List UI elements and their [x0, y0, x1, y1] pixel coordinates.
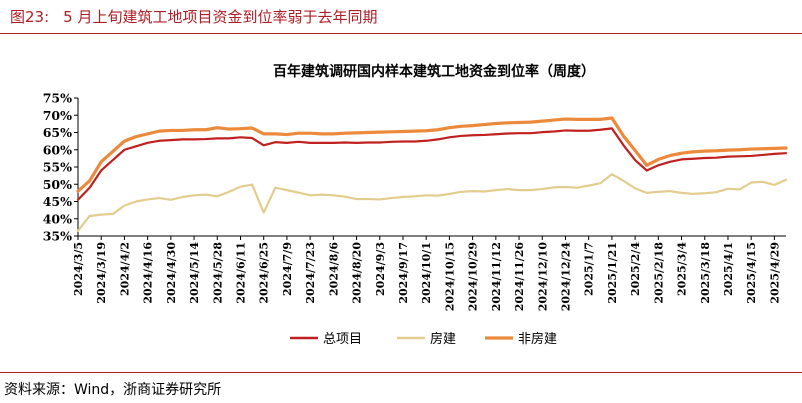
x-tick-label: 2024/8/20	[351, 242, 364, 304]
x-tick-label: 2024/9/3	[374, 242, 387, 296]
series-line-3	[76, 116, 788, 193]
x-tick-label: 2025/4/29	[768, 242, 781, 304]
y-tick-label: 35%	[43, 229, 72, 244]
x-tick-label: 2024/12/10	[536, 242, 549, 312]
series-lines	[76, 116, 788, 232]
legend: 总项目 房建 非房建	[290, 331, 557, 347]
x-tick-label: 2024/8/6	[327, 242, 340, 296]
source-note: 资料来源：Wind，浙商证券研究所	[4, 382, 222, 398]
x-tick-label: 2024/5/14	[188, 242, 201, 304]
x-tick-label: 2025/3/4	[676, 242, 689, 296]
x-tick-label: 2025/1/7	[583, 242, 596, 296]
y-tick-label: 60%	[43, 142, 72, 157]
figure-label: 图23:	[10, 8, 50, 26]
x-tick-label: 2025/1/21	[606, 242, 619, 304]
x-tick-label: 2024/12/24	[559, 242, 572, 312]
x-tick-label: 2024/9/17	[397, 242, 410, 304]
series-line-2	[76, 173, 788, 232]
figure-title-text: 5 月上旬建筑工地项目资金到位率弱于去年同期	[63, 8, 378, 26]
axes: 35% 40% 45% 50% 55% 60% 65% 70% 75% 2024/3/5 2024/…	[43, 91, 786, 312]
chart: 百年建筑调研国内样本建筑工地资金到位率（周度） 35% 40% 45% 50% 55% 6…	[43, 63, 788, 347]
top-rule	[0, 33, 802, 34]
x-tick-label: 2024/6/25	[258, 242, 271, 304]
figure-title: 图23: 5 月上旬建筑工地项目资金到位率弱于去年同期	[8, 6, 377, 27]
y-tick-label: 50%	[43, 177, 72, 192]
x-tick-label: 2024/10/1	[420, 242, 433, 304]
y-tick-label: 45%	[43, 194, 72, 209]
x-tick-label: 2025/4/15	[745, 242, 758, 304]
x-tick-label: 2025/3/18	[699, 242, 712, 304]
x-tick-label: 2024/11/26	[513, 242, 526, 312]
legend-label-2: 房建	[430, 331, 456, 347]
x-tick-label: 2025/2/4	[629, 242, 642, 296]
x-tick-label: 2025/4/1	[722, 242, 735, 296]
y-tick-label: 40%	[43, 211, 72, 226]
x-tick-label: 2024/7/9	[281, 242, 294, 296]
y-tick-label: 70%	[43, 108, 72, 123]
y-tick-label: 55%	[43, 160, 72, 175]
legend-label-3: 非房建	[518, 331, 557, 347]
x-tick-label: 2024/4/30	[165, 242, 178, 304]
x-tick-label: 2024/10/15	[443, 242, 456, 311]
x-tick-label: 2025/2/18	[652, 242, 665, 304]
x-tick-label: 2024/3/19	[95, 242, 108, 304]
y-tick-label: 65%	[43, 125, 72, 140]
x-tick-label: 2024/10/29	[467, 242, 480, 311]
y-tick-label: 75%	[43, 91, 72, 106]
x-tick-label: 2024/4/16	[142, 242, 155, 304]
x-tick-label: 2024/5/28	[211, 242, 224, 304]
x-tick-label: 2024/6/11	[234, 242, 247, 304]
bottom-rule	[0, 372, 802, 373]
x-tick-label: 2024/3/5	[72, 242, 85, 296]
series-line-1	[76, 127, 788, 201]
x-tick-label: 2024/4/2	[118, 242, 131, 296]
x-tick-label: 2024/11/12	[490, 242, 503, 311]
x-tick-label: 2024/7/23	[304, 242, 317, 304]
legend-label-1: 总项目	[323, 332, 362, 347]
chart-title: 百年建筑调研国内样本建筑工地资金到位率（周度）	[273, 63, 595, 80]
